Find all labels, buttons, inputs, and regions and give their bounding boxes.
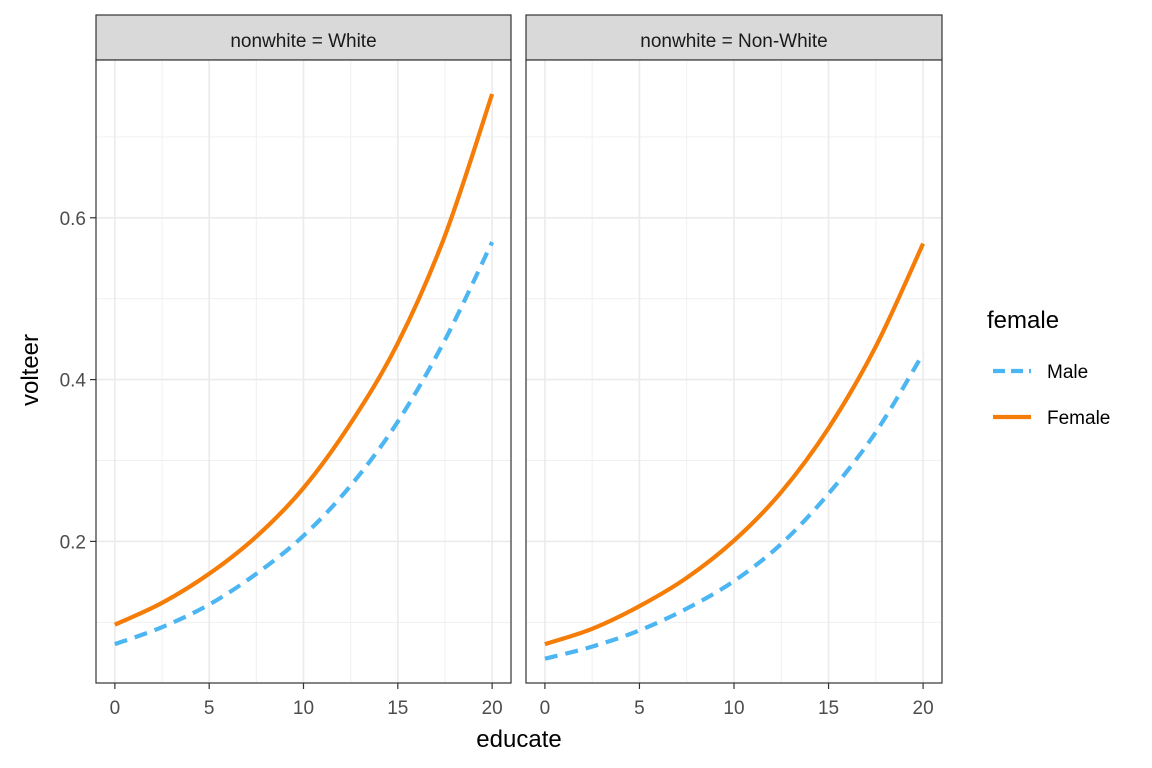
legend-title: female (987, 307, 1059, 334)
facet-strip-label: nonwhite = White (230, 31, 376, 52)
x-tick-label: 10 (293, 698, 314, 719)
y-tick-label: 0.6 (60, 209, 86, 230)
legend: female Male Female (987, 307, 1110, 429)
facet-panel: nonwhite = Non-White 0 5 10 15 20 (525, 14, 943, 719)
facet-strip (95, 14, 512, 61)
facet-panel: nonwhite = White 0 5 10 15 20 0.2 0.4 0.6 (60, 14, 512, 719)
series-line-female (113, 93, 495, 627)
y-tick-label: 0.4 (60, 371, 87, 392)
y-axis-title: volteer (17, 334, 44, 406)
x-tick-label: 15 (387, 698, 408, 719)
x-tick-label: 20 (913, 698, 934, 719)
y-tick-label: 0.2 (60, 532, 86, 553)
legend-entries: Male Female (993, 362, 1110, 429)
legend-label-female: Female (1047, 408, 1110, 429)
x-tick-label: 5 (204, 698, 215, 719)
facet-strip-label: nonwhite = Non-White (640, 31, 827, 52)
x-axis-title: educate (476, 726, 561, 753)
series-line-female (544, 242, 925, 647)
x-tick-label: 10 (723, 698, 744, 719)
series-line-male (114, 241, 495, 647)
x-tick-label: 0 (540, 698, 551, 719)
x-tick-label: 0 (110, 698, 121, 719)
x-tick-label: 5 (634, 698, 645, 719)
facet-strip (525, 14, 943, 61)
legend-label-male: Male (1047, 362, 1088, 383)
series-line-male (544, 352, 925, 661)
x-tick-label: 15 (818, 698, 839, 719)
x-tick-label: 20 (482, 698, 503, 719)
